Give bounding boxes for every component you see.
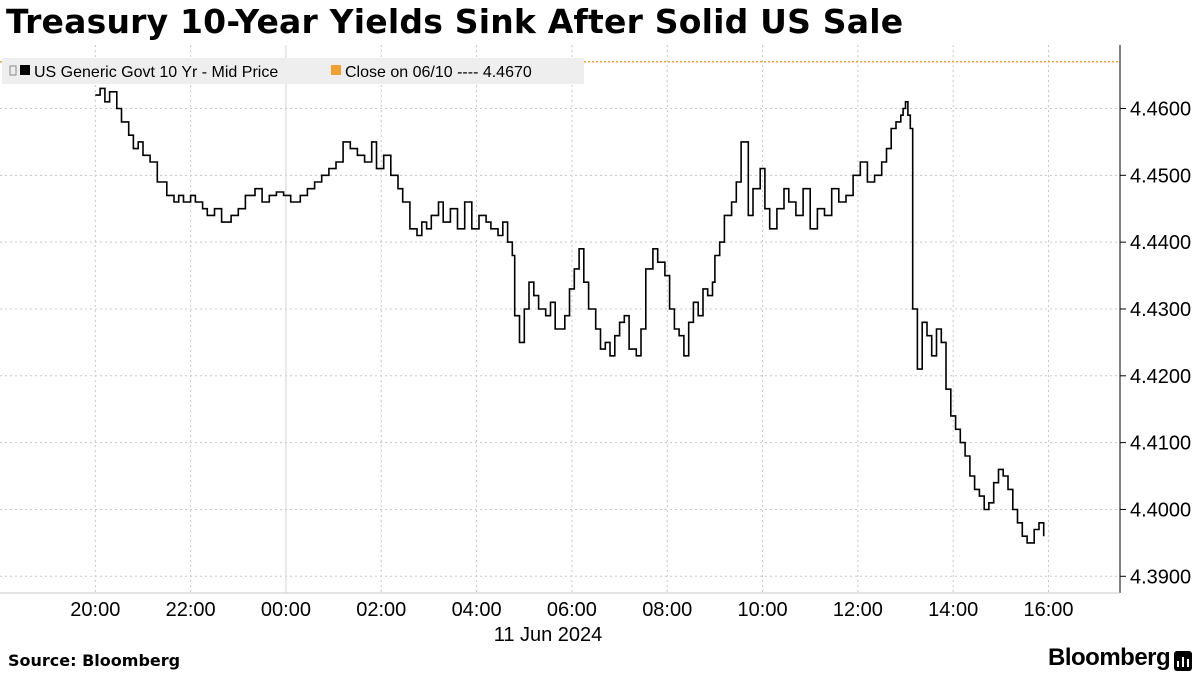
legend-item-series: US Generic Govt 10 Yr - Mid Price <box>9 64 278 81</box>
x-axis-date-label: 11 Jun 2024 <box>494 624 603 646</box>
x-axis: 20:00 22:00 00:00 02:00 04:00 06:00 08:00 10:00… <box>0 592 1120 621</box>
series-line-us-10yr <box>95 87 1045 544</box>
legend-item-close: Close on 06/10 ---- 4.4670 <box>331 64 532 81</box>
plot-series <box>0 60 1120 544</box>
bloomberg-logo: Bloomberg <box>1048 644 1171 671</box>
legend-background <box>2 58 584 84</box>
x-tick-label: 22:00 <box>166 599 216 621</box>
y-tick-label: 4.4500 <box>1130 165 1191 187</box>
source-note: Source: Bloomberg <box>8 651 181 670</box>
x-tick-label: 08:00 <box>642 599 692 621</box>
x-tick-label: 16:00 <box>1023 599 1073 621</box>
legend-swatch-series <box>20 65 30 75</box>
x-tick-label: 04:00 <box>452 599 502 621</box>
y-axis: 4.3900 4.4000 4.4100 4.4200 4.4300 4.4400 4.45… <box>1119 45 1191 593</box>
y-tick-label: 4.4000 <box>1130 499 1191 521</box>
bloomberg-terminal-icon <box>1174 651 1192 671</box>
legend: US Generic Govt 10 Yr - Mid Price Close … <box>2 58 584 84</box>
x-tick-label: 12:00 <box>833 599 883 621</box>
y-tick-label: 4.4600 <box>1130 98 1191 120</box>
x-tick-label: 20:00 <box>70 599 120 621</box>
y-tick-label: 4.4300 <box>1130 299 1191 321</box>
legend-label-series: US Generic Govt 10 Yr - Mid Price <box>34 64 278 81</box>
legend-swatch-close <box>331 65 341 75</box>
y-tick-label: 4.3900 <box>1130 566 1191 588</box>
x-tick-label: 06:00 <box>547 599 597 621</box>
chart-title: Treasury 10-Year Yields Sink After Solid… <box>6 2 904 41</box>
x-tick-label: 02:00 <box>356 599 406 621</box>
x-tick-label: 14:00 <box>928 599 978 621</box>
x-tick-label: 00:00 <box>261 599 311 621</box>
legend-label-close: Close on 06/10 ---- 4.4670 <box>345 64 532 81</box>
gridlines <box>0 45 1120 593</box>
y-tick-label: 4.4200 <box>1130 366 1191 388</box>
x-tick-label: 10:00 <box>738 599 788 621</box>
y-tick-label: 4.4400 <box>1130 232 1191 254</box>
y-tick-label: 4.4100 <box>1130 433 1191 455</box>
legend-handle-icon <box>9 65 17 76</box>
